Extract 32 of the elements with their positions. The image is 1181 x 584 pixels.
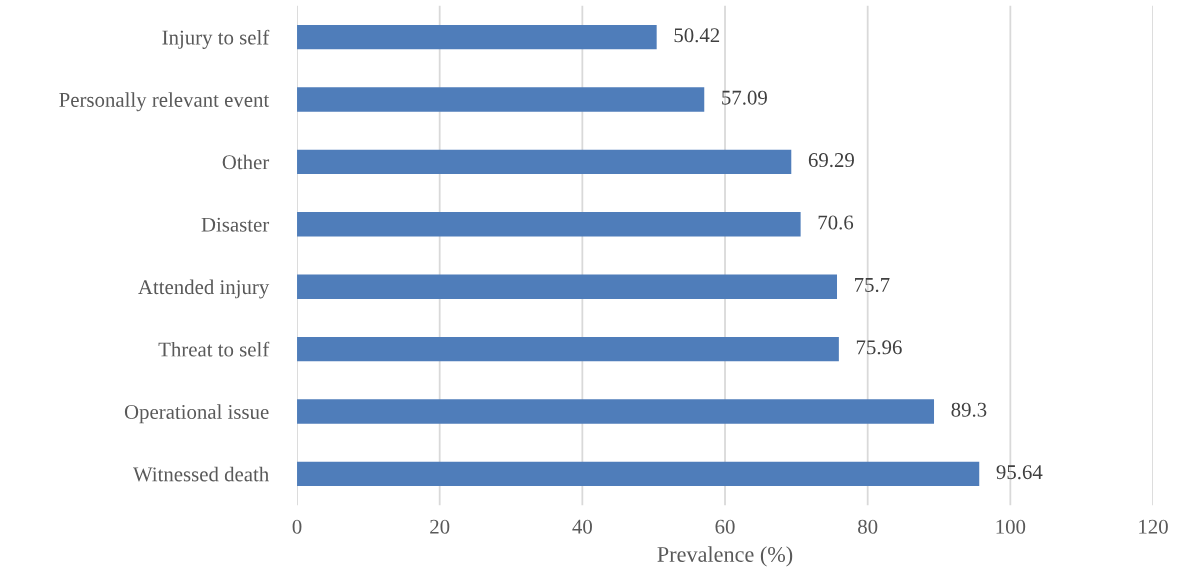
bar [297,87,705,112]
bar [297,274,838,299]
bar [297,149,792,175]
data-label: 57.09 [722,90,767,105]
bar [297,212,801,237]
data-label: 89.3 [951,402,987,417]
data-label: 69.29 [808,153,854,168]
y-tick-label: Other [222,154,270,170]
x-tick-label: 0 [292,519,302,534]
x-tick-label: 40 [572,519,592,534]
y-tick-label: Disaster [201,217,270,232]
x-tick-label: 20 [430,519,450,534]
x-tick-label: 120 [1139,519,1168,534]
data-label: 75.96 [856,340,902,355]
bar [297,336,839,362]
y-tick-label: Witnessed death [132,466,269,482]
bar [297,461,980,487]
bar [297,399,935,424]
x-axis-title: Prevalence (%) [657,546,793,567]
data-label: 70.6 [818,215,854,230]
y-tick-label: Injury to self [162,29,270,49]
y-tick-label: Personally relevant event [59,92,270,112]
x-tick-label: 60 [715,519,735,534]
bar [297,24,657,50]
x-tick-label: 80 [858,519,878,534]
data-label: 75.7 [855,278,890,293]
x-tick-label: 100 [996,519,1026,534]
y-tick-label: Attended injury [138,279,270,299]
data-label: 50.42 [674,28,720,43]
y-tick-label: Threat to self [158,341,270,357]
y-tick-label: Operational issue [124,404,269,424]
data-label: 95.64 [996,465,1043,480]
